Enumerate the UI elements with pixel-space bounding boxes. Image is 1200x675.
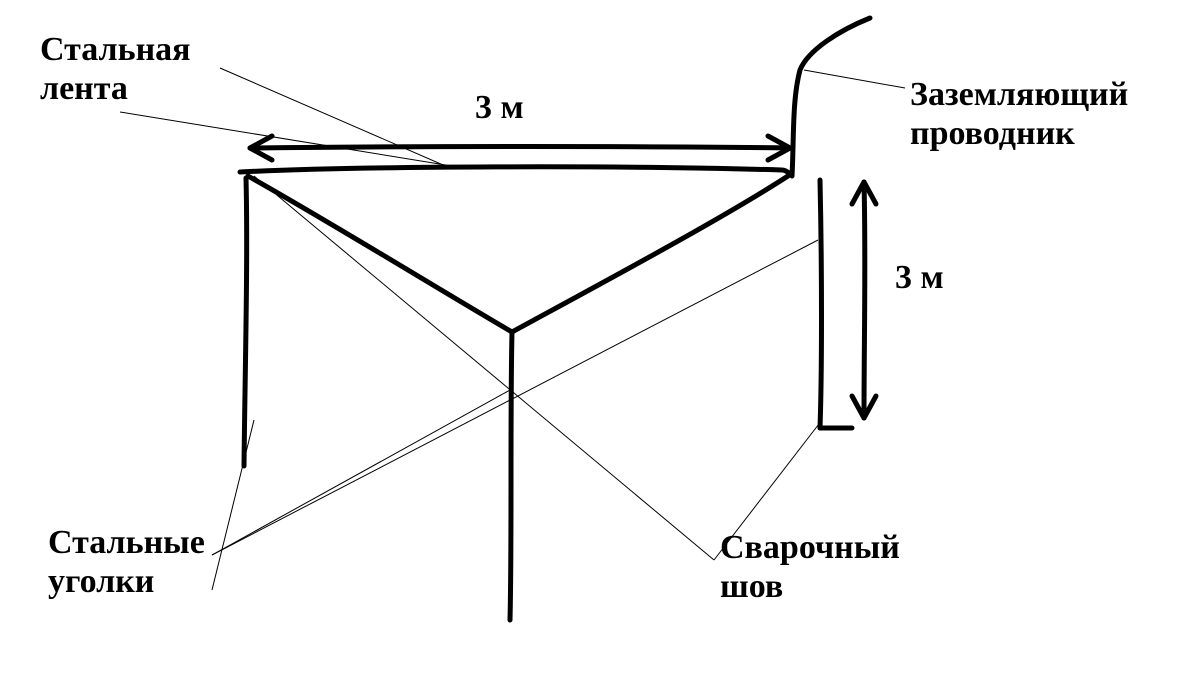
label-steel-strip: Стальная лента: [40, 30, 191, 108]
label-weld-seam: Сварочный шов: [720, 528, 900, 606]
leader-6: [254, 176, 714, 560]
label-grounding-cond: Заземляющий проводник: [910, 75, 1128, 153]
leader-5: [212, 420, 254, 590]
leader-4: [212, 240, 818, 555]
stroke-top_strip: [240, 167, 790, 174]
stroke-front_post: [510, 332, 512, 620]
stroke-dim_v_line: [864, 182, 865, 418]
leader-1: [120, 112, 464, 168]
stroke-tri_left: [248, 176, 512, 332]
stroke-conductor: [792, 18, 870, 176]
stroke-right_post: [820, 180, 822, 428]
label-steel-angles: Стальные уголки: [48, 523, 205, 601]
label-dim-horizontal: 3 м: [475, 88, 524, 127]
leader-2: [804, 70, 905, 88]
stroke-left_post: [244, 178, 247, 466]
label-dim-vertical: 3 м: [895, 258, 944, 297]
stroke-dim_h_line: [250, 147, 790, 149]
stroke-tri_right: [512, 176, 788, 332]
leader-3: [212, 390, 510, 555]
